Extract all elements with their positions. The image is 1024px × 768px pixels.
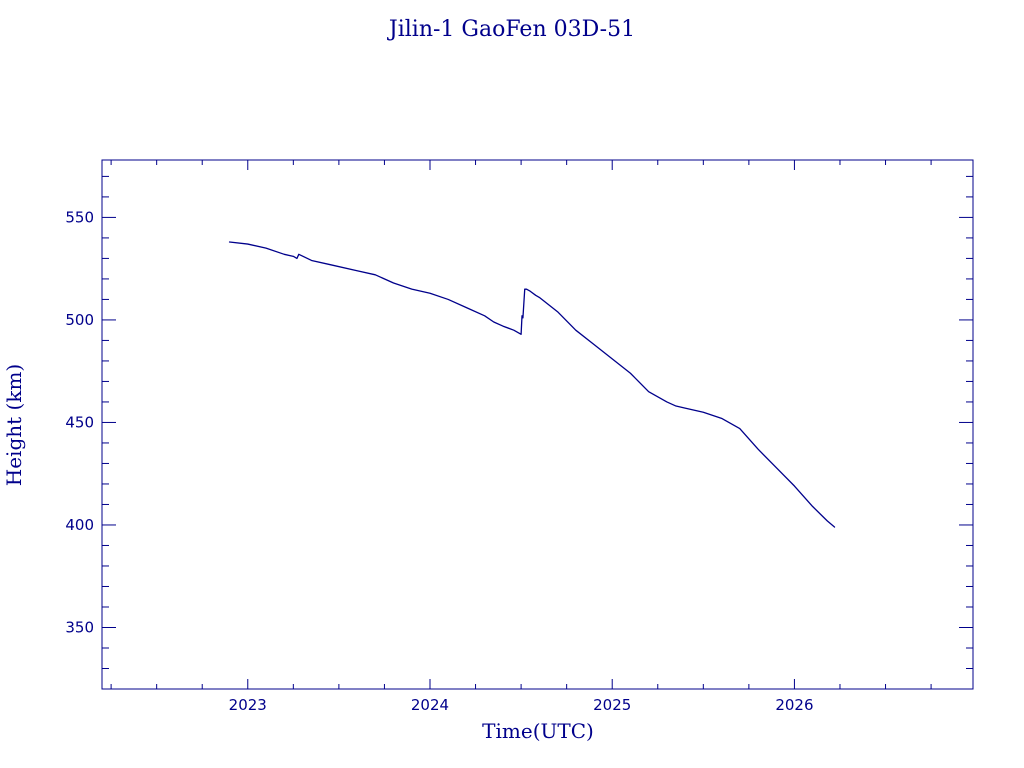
y-axis-label: Height (km) [2,364,26,486]
x-tick-label: 2023 [229,696,267,714]
y-tick-label: 500 [65,311,94,329]
series-group [228,241,836,528]
y-tick-label: 400 [65,516,94,534]
height-series-line [228,241,836,528]
chart-title: Jilin-1 GaoFen 03D-51 [387,17,635,42]
y-tick-label: 550 [65,208,94,226]
y-tick-label: 450 [65,413,94,431]
axis-ticks [102,160,973,690]
x-tick-label: 2026 [775,696,813,714]
axis-tick-labels: 2023 2024 2025 2026 350 400 450 500 550 [65,208,813,714]
y-tick-label: 350 [65,618,94,636]
x-tick-label: 2024 [411,696,449,714]
plot-frame [101,159,974,690]
x-tick-label: 2025 [593,696,631,714]
x-axis-label: Time(UTC) [482,719,594,743]
